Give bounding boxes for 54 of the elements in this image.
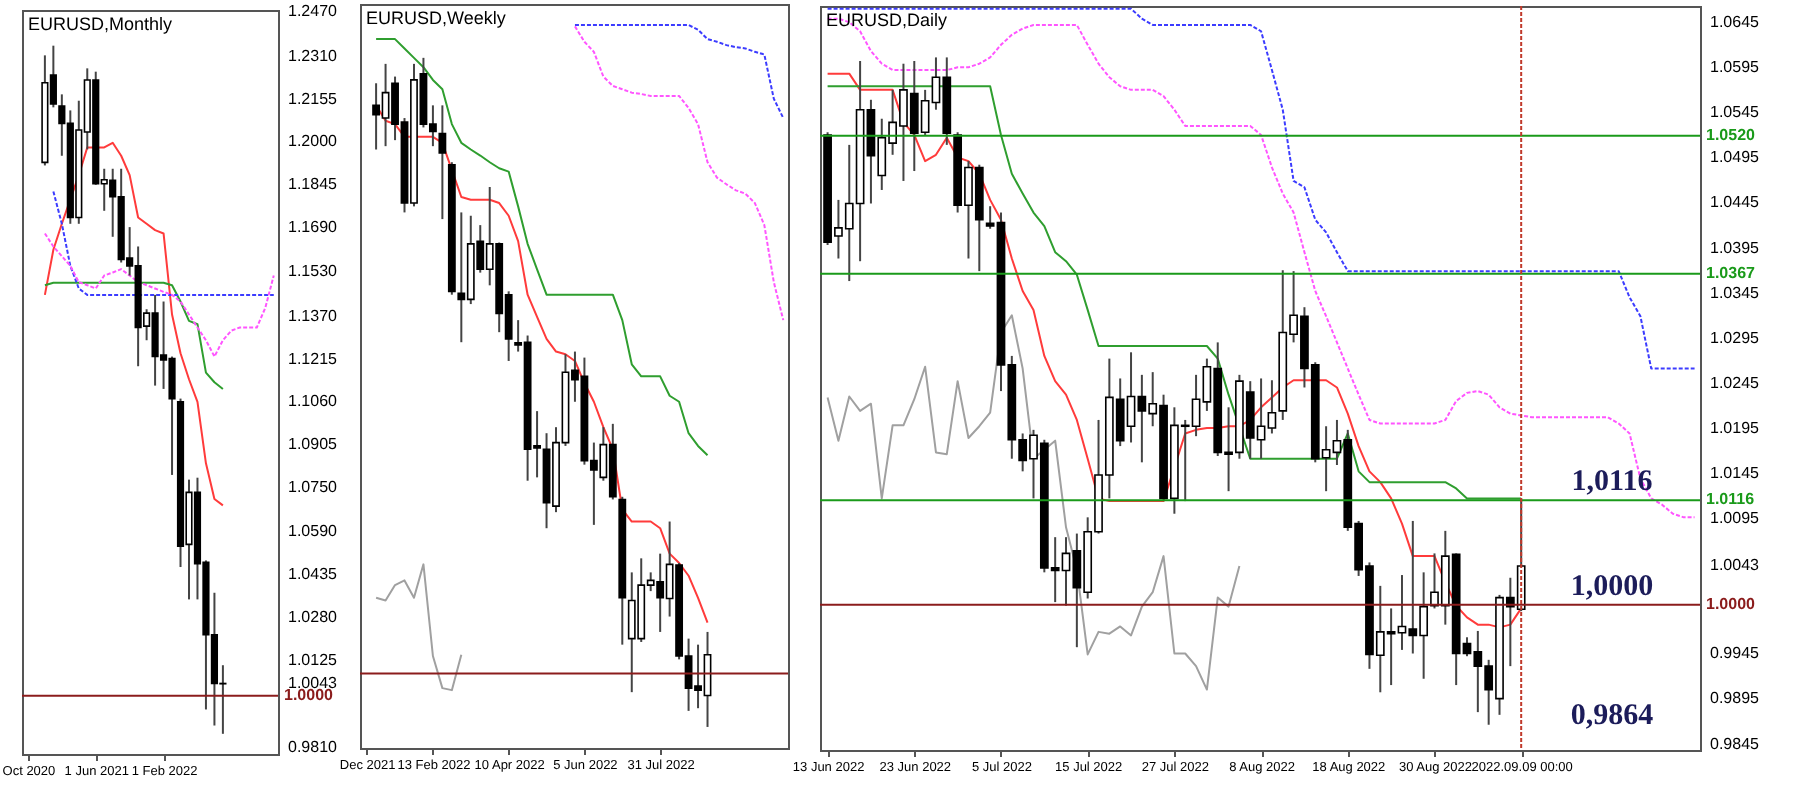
y-tick-label: 1.0435 [288, 565, 339, 584]
y-tick-label: 1.0445 [1710, 193, 1761, 212]
y-tick-label: 1.0750 [288, 478, 339, 497]
y-tick-label: 1.1530 [288, 262, 339, 281]
y-tick-label: 1.0345 [1710, 283, 1761, 302]
line-series [43, 281, 224, 390]
y-tick-label: 1.0145 [1710, 464, 1761, 483]
y-tick-label: 1.0280 [288, 608, 339, 627]
line-series [826, 72, 1523, 629]
candlestick [151, 293, 159, 387]
y-tick-label: 1.0905 [288, 435, 339, 454]
chart-title: EURUSD,Monthly [28, 14, 174, 34]
line-series [43, 232, 275, 358]
candlestick [372, 82, 381, 151]
ref-line-label: 1.0367 [1706, 263, 1757, 282]
y-tick-label: 1.0545 [1710, 103, 1761, 122]
line-series [43, 141, 224, 507]
y-tick-label: 1.0590 [288, 522, 339, 541]
y-tick-label: 1.0495 [1710, 148, 1761, 167]
ref-line-label: 1.0116 [1706, 490, 1756, 509]
candlestick [438, 104, 447, 221]
y-tick-label: 1.2310 [288, 46, 339, 65]
chart-title: EURUSD,Weekly [366, 8, 507, 28]
y-tick-label: 1.1215 [288, 349, 339, 368]
y-tick-label: 1.0195 [1710, 418, 1761, 437]
y-tick-label: 0.9810 [288, 738, 339, 757]
y-tick-label: 1.0095 [1710, 509, 1761, 528]
y-tick-label: 1.0395 [1710, 238, 1761, 257]
ref-line-label: 1.0000 [1706, 594, 1757, 613]
annotation: 1,0000 [1570, 570, 1654, 603]
line-series [826, 17, 1696, 519]
y-tick-label: 1.1845 [288, 175, 339, 194]
line-series [826, 314, 1241, 691]
y-tick-label: 1.2000 [288, 132, 339, 151]
line-series [826, 7, 1696, 370]
chart-title: EURUSD,Daily [826, 10, 949, 30]
annotation: 1,0116 [1571, 466, 1654, 499]
y-tick-label: 1.0245 [1710, 373, 1761, 392]
y-tick-label: 1.1060 [288, 392, 339, 411]
y-tick-label: 1.1370 [288, 306, 339, 325]
y-tick-label: 1.2470 [288, 2, 339, 21]
y-tick-label: 1.0043 [1710, 556, 1761, 575]
y-tick-label: 1.0295 [1710, 328, 1761, 347]
y-tick-label: 0.9845 [1710, 734, 1761, 753]
y-tick-label: 1.0645 [1710, 13, 1761, 32]
annotation: 0,9864 [1570, 700, 1655, 732]
y-tick-label: 0.9895 [1710, 689, 1761, 708]
y-tick-label: 0.9945 [1710, 644, 1761, 663]
y-tick-label: 1.1690 [288, 218, 339, 237]
ref-line-label: 1.0520 [1706, 125, 1757, 144]
y-tick-label: 1.0595 [1710, 58, 1761, 77]
y-tick-label: 1.2155 [288, 89, 339, 108]
y-tick-label: 1.0125 [288, 651, 339, 670]
line-series [52, 190, 275, 296]
